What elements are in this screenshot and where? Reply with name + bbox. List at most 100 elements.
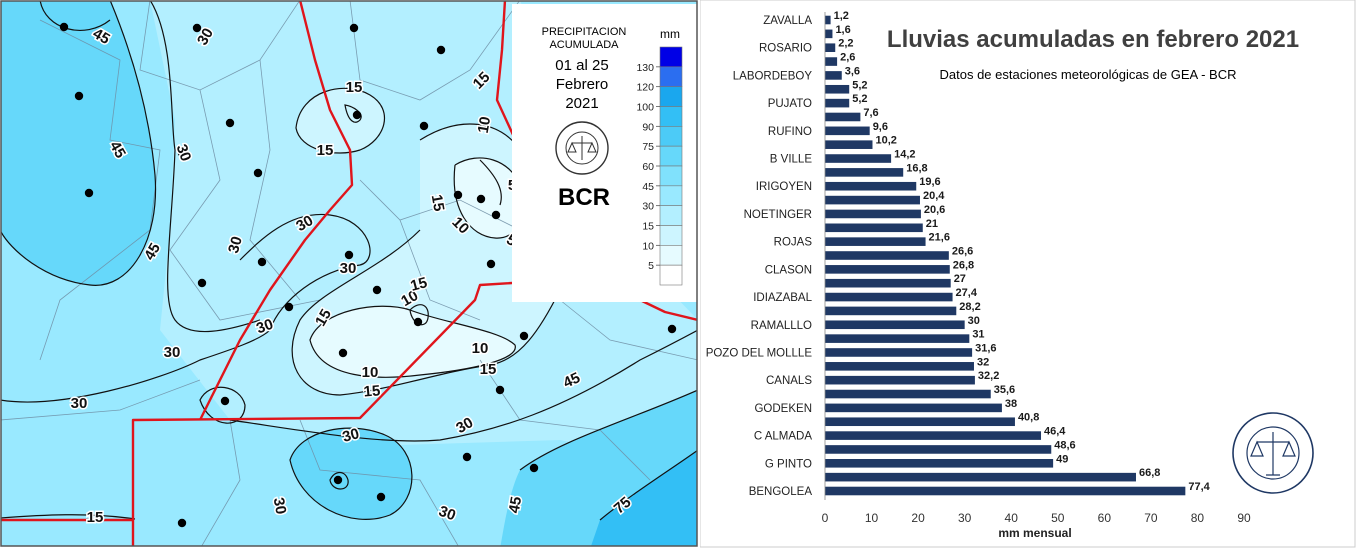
- station-marker: [667, 324, 677, 334]
- contour-label: 30: [164, 344, 181, 361]
- contour-label: 15: [317, 142, 334, 159]
- bar: [825, 472, 1136, 482]
- bar-value-label: 35,6: [994, 384, 1015, 396]
- legend-tick-label: 120: [636, 82, 654, 94]
- legend-color-step: [659, 106, 683, 127]
- bar: [825, 389, 991, 399]
- chart-title: Lluvias acumuladas en febrero 2021: [887, 26, 1299, 53]
- x-tick-label: 40: [1005, 511, 1019, 525]
- station-marker: [462, 452, 472, 462]
- category-label: PUJATO: [768, 98, 812, 110]
- category-label: BENGOLEA: [749, 486, 813, 498]
- x-tick-label: 50: [1051, 511, 1065, 525]
- bar-value-label: 7,6: [863, 107, 878, 119]
- bar: [825, 251, 949, 260]
- category-axis-labels: ZAVALLA ROSARIO LABORDEBOY PUJATO RUFINO B VI…: [706, 15, 813, 498]
- category-label: CANALS: [766, 375, 812, 387]
- chart-subtitle: Datos de estaciones meteorológicas de GE…: [940, 67, 1237, 82]
- rainfall-bar-chart: Lluvias acumuladas en febrero 2021 Datos…: [699, 0, 1356, 548]
- x-tick-label: 90: [1237, 511, 1251, 525]
- bar-value-label: 21: [926, 218, 938, 230]
- legend-color-step: [659, 205, 683, 226]
- bar-value-label: 32: [977, 356, 989, 368]
- legend-period-line3: 2021: [565, 95, 598, 112]
- category-label: ZAVALLA: [763, 15, 812, 27]
- bar: [825, 140, 873, 149]
- bar-value-label: 48,6: [1054, 439, 1075, 451]
- category-label: G PINTO: [765, 458, 812, 470]
- station-marker: [476, 194, 486, 204]
- bar: [825, 278, 951, 288]
- rainfall-chart-panel: Lluvias acumuladas en febrero 2021 Datos…: [699, 0, 1356, 549]
- map-zone-southeast-75: [591, 450, 697, 546]
- station-marker: [372, 285, 382, 295]
- legend-color-step: [659, 245, 683, 266]
- bar: [825, 57, 838, 66]
- contour-label: 10: [362, 364, 379, 381]
- category-label: IRIGOYEN: [756, 181, 812, 193]
- map-zone-north-45: [30, 1, 110, 31]
- legend-color-step: [659, 86, 683, 107]
- station-marker: [220, 396, 230, 406]
- bar-value-label: 31: [972, 329, 984, 341]
- bar: [825, 154, 892, 163]
- bar-value-label: 19,6: [919, 176, 940, 188]
- station-marker: [344, 250, 354, 260]
- x-tick-label: 80: [1191, 511, 1205, 525]
- bar-value-label: 26,8: [953, 259, 974, 271]
- bar: [825, 431, 1042, 440]
- station-marker: [413, 317, 423, 327]
- station-marker: [253, 168, 263, 178]
- contour-label: 15: [363, 382, 381, 400]
- category-label: POZO DEL MOLLLE: [706, 347, 813, 359]
- bar-series: [824, 12, 1186, 500]
- category-label: LABORDEBOY: [733, 70, 813, 82]
- map-zone-pale-10: [310, 306, 516, 378]
- legend-period-line2: Febrero: [556, 76, 609, 93]
- bar-value-label: 49: [1056, 453, 1068, 465]
- station-marker: [59, 22, 69, 32]
- bar-value-label: 20,4: [923, 190, 945, 202]
- chart-frame: [699, 0, 1356, 548]
- bar-value-label: 1,6: [835, 24, 850, 36]
- x-axis-tick-labels: 0 10 20 30 40 50 60 70 80 90: [822, 511, 1251, 525]
- contour-label: 10: [472, 340, 489, 357]
- bar-value-label: 10,2: [875, 135, 896, 147]
- bar-value-labels: 1,2 1,6 2,2 2,63,6 5,2 5,2 7,6 9,6 10,2 14,216,8 1…: [834, 10, 1211, 493]
- category-label: B VILLE: [770, 154, 813, 166]
- category-label: ROJAS: [774, 237, 813, 249]
- bar: [825, 168, 904, 177]
- station-marker: [192, 23, 202, 33]
- station-marker: [333, 475, 343, 485]
- bar-value-label: 46,4: [1044, 426, 1066, 438]
- x-tick-label: 70: [1144, 511, 1158, 525]
- bar: [825, 265, 950, 274]
- x-axis-label: mm mensual: [998, 526, 1071, 540]
- bar: [825, 486, 1186, 496]
- legend-color-step: [659, 165, 683, 187]
- station-marker: [529, 463, 539, 473]
- bar: [825, 71, 842, 80]
- contour-label: 15: [480, 361, 497, 378]
- contour-label: 30: [71, 395, 88, 412]
- x-tick-label: 60: [1098, 511, 1112, 525]
- bar-value-label: 2,2: [838, 38, 853, 50]
- contour-label: 15: [428, 193, 448, 212]
- station-marker: [257, 257, 267, 267]
- bar-value-label: 30: [968, 315, 980, 327]
- legend-tick-label: 90: [642, 121, 654, 133]
- bar-value-label: 14,2: [894, 149, 915, 161]
- bar-value-label: 38: [1005, 398, 1017, 410]
- station-marker: [453, 190, 463, 200]
- contour-label: 15: [409, 274, 430, 295]
- legend-color-step: [659, 264, 683, 286]
- bar: [825, 334, 970, 343]
- legend-tick-label: 15: [642, 221, 654, 233]
- category-label: NOETINGER: [744, 209, 812, 221]
- legend-title-line2: ACUMULADA: [549, 39, 619, 51]
- bar: [825, 292, 953, 302]
- bar: [825, 209, 921, 219]
- station-marker: [225, 118, 235, 128]
- bar: [825, 43, 836, 53]
- station-marker: [519, 331, 529, 341]
